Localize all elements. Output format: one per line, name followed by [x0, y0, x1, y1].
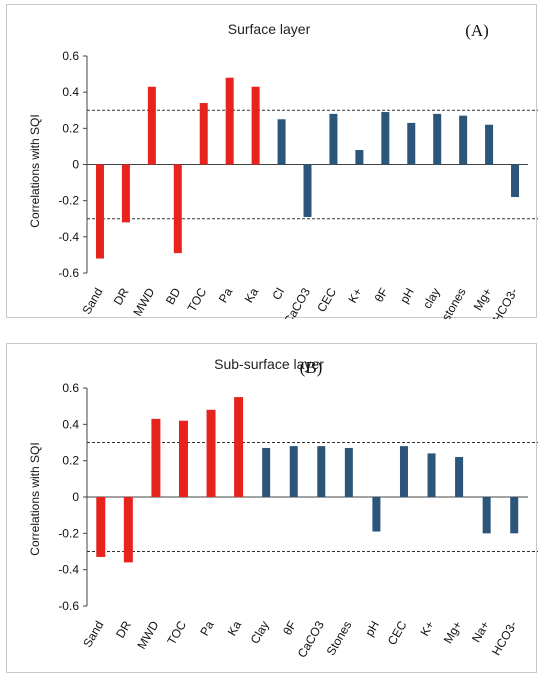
bar-HCO3-	[511, 164, 520, 198]
category-label: Na+	[469, 619, 492, 645]
bar-θF	[289, 446, 298, 497]
y-tick-label: 0.4	[62, 85, 79, 99]
category-label: MWD	[130, 285, 157, 318]
category-label: DR	[111, 285, 132, 307]
bar-clay	[433, 113, 442, 165]
category-label: K+	[345, 286, 365, 306]
y-tick-label: 0	[72, 158, 79, 172]
chart-panel-subsurface: Sub-surface layer (B) Correlations with …	[6, 343, 538, 673]
bar-Mg+	[455, 457, 464, 497]
category-label: TOC	[185, 285, 210, 314]
y-tick-label: -0.2	[58, 526, 79, 540]
bar-pH	[407, 122, 416, 165]
bar-CEC	[399, 446, 408, 497]
category-label: Sand	[80, 619, 106, 650]
category-label: stones	[439, 286, 469, 320]
panel-label: (B)	[300, 358, 323, 377]
category-label: Clay	[248, 619, 272, 647]
bar-HCO3-	[510, 497, 519, 534]
bar-K+	[427, 453, 436, 497]
bar-Ka	[234, 397, 244, 497]
y-axis-label: Correlations with SQI	[28, 114, 42, 227]
y-tick-label: -0.4	[58, 563, 79, 577]
category-label: Ka	[242, 285, 262, 305]
category-label: CEC	[314, 285, 339, 314]
y-tick-label: 0.2	[62, 454, 79, 468]
bar-BD	[173, 164, 182, 254]
y-tick-label: 0.6	[62, 381, 79, 395]
category-label: θF	[372, 286, 391, 305]
category-label: HCO3-	[490, 286, 521, 320]
category-label: pH	[397, 286, 417, 306]
bar-K+	[355, 150, 364, 165]
category-label: Pa	[197, 618, 217, 638]
category-label: TOC	[164, 618, 189, 647]
y-tick-label: -0.6	[58, 266, 79, 280]
bar-Ka	[251, 86, 260, 165]
bar-Clay	[262, 447, 271, 497]
category-label: CaCO3	[295, 618, 327, 660]
category-label: θF	[280, 619, 299, 638]
bar-Pa	[225, 77, 234, 165]
category-label: clay	[420, 286, 443, 311]
bar-MWD	[151, 418, 161, 497]
category-label: pH	[362, 619, 382, 639]
category-label: Pa	[216, 285, 236, 305]
surface-chart: Surface layer (A) Correlations with SQI …	[28, 21, 538, 320]
y-tick-label: 0.4	[62, 417, 79, 431]
bar-Mg+	[485, 124, 494, 165]
category-label: Cl	[269, 286, 287, 303]
bar-Sand	[96, 497, 106, 557]
bar-Pa	[206, 409, 216, 497]
bar-pH	[372, 497, 381, 532]
chart-panel-surface: Surface layer (A) Correlations with SQI …	[6, 4, 538, 320]
category-label: Mg+	[441, 619, 465, 647]
y-tick-label: 0.2	[62, 121, 79, 135]
category-label: Stones	[324, 619, 355, 658]
bar-stones	[459, 115, 468, 165]
subsurface-chart: Sub-surface layer (B) Correlations with …	[28, 356, 538, 660]
bar-θF	[381, 112, 390, 165]
category-label: CEC	[385, 618, 410, 647]
bar-TOC	[178, 420, 188, 497]
bar-CEC	[329, 113, 338, 165]
bar-CaCO3	[303, 164, 312, 217]
category-label: Ka	[225, 618, 245, 638]
bar-MWD	[147, 86, 156, 165]
category-label: CaCO3	[281, 285, 313, 319]
bar-Sand	[95, 164, 104, 259]
category-label: DR	[113, 618, 134, 640]
category-label: Mg+	[471, 286, 495, 314]
bar-Stones	[344, 447, 353, 497]
panel-label: (A)	[465, 21, 489, 40]
y-tick-label: -0.4	[58, 230, 79, 244]
category-label: K+	[417, 619, 437, 639]
y-tick-label: -0.6	[58, 599, 79, 613]
y-tick-label: 0.6	[62, 49, 79, 63]
bar-TOC	[199, 103, 208, 165]
bar-DR	[123, 497, 133, 563]
chart-title: Sub-surface layer	[214, 356, 324, 372]
y-tick-label: 0	[72, 490, 79, 504]
bar-DR	[121, 164, 130, 223]
y-axis-label: Correlations with SQI	[28, 442, 42, 555]
y-tick-label: -0.2	[58, 194, 79, 208]
category-label: BD	[163, 285, 184, 307]
category-label: MWD	[134, 618, 161, 651]
category-label: HCO3-	[489, 619, 520, 658]
bar-CaCO3	[317, 446, 326, 497]
category-label: Sand	[79, 286, 105, 317]
chart-title: Surface layer	[228, 21, 311, 37]
bar-Na+	[482, 497, 491, 534]
bar-Cl	[277, 119, 286, 165]
